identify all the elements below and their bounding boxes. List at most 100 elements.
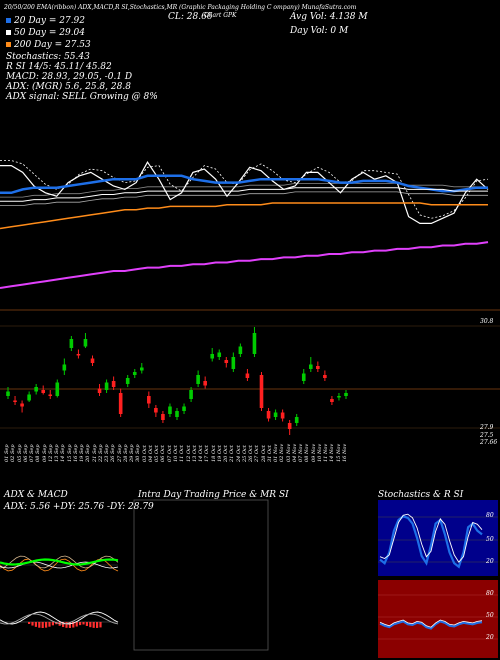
candle-body — [294, 417, 299, 423]
candle-body — [161, 414, 165, 420]
macd-histogram-bar — [85, 622, 88, 626]
rsi-tick-20: 20 — [486, 634, 494, 641]
candle-body — [90, 358, 95, 363]
ema200-line — [0, 202, 488, 230]
ylabel-mid: 27.9 — [480, 424, 494, 431]
macd-histogram-bar — [51, 622, 54, 626]
stochastics-d-line — [379, 513, 483, 563]
date-label: 28 Oct — [260, 445, 267, 462]
ema-ribbon-line-b — [0, 191, 488, 207]
candle-body — [139, 367, 144, 371]
date-label: 09 Nov — [310, 443, 317, 462]
stoch-rsi-title: Stochastics & R SI — [378, 490, 464, 500]
candle-body — [154, 408, 158, 413]
macd-histogram-bar — [34, 622, 37, 627]
date-label: 17 Oct — [204, 445, 211, 462]
candle-body — [48, 394, 53, 396]
date-label: 02 Nov — [279, 443, 286, 462]
date-label: 21 Sep — [91, 444, 98, 462]
ema200-label: 200 Day = 27.53 — [14, 40, 91, 50]
date-label: 03 Oct — [141, 445, 148, 462]
candle-body — [41, 390, 46, 393]
candle-body — [147, 396, 151, 404]
candle-body — [287, 423, 292, 429]
candle-body — [330, 399, 334, 402]
candle-body — [132, 372, 137, 375]
ema50-label: 50 Day = 29.04 — [14, 28, 86, 38]
date-label: 13 Oct — [191, 445, 198, 462]
macd-histogram-bar — [79, 622, 82, 626]
date-label: 18 Oct — [210, 445, 217, 462]
macd-histogram-bar — [48, 622, 51, 627]
date-label: 24 Oct — [235, 445, 242, 462]
price-line — [0, 161, 489, 224]
candle-body — [266, 411, 271, 419]
date-label: 25 Oct — [241, 445, 248, 462]
ylabel-low: 27.5 — [480, 432, 494, 439]
candle-body — [55, 382, 60, 396]
candle-body — [27, 394, 31, 401]
macd-histogram-bar — [28, 622, 31, 624]
macd-histogram-bar — [45, 622, 48, 628]
candle-body — [323, 375, 327, 378]
date-label: 15 Sep — [66, 444, 73, 462]
ema20-line — [0, 174, 488, 195]
candle-body — [210, 354, 215, 359]
candle-body — [217, 352, 222, 357]
macd-histogram-bar — [99, 622, 102, 628]
macd-histogram-bar — [62, 622, 65, 628]
candle-body — [196, 375, 200, 384]
candle-body — [301, 373, 306, 381]
close-price-label: CL: 28.66 — [168, 12, 213, 22]
macd-histogram-bar — [82, 622, 85, 625]
date-label: 31 Oct — [266, 445, 273, 462]
adx-label: ADX: (MGR) 5.6, 25.8, 28.8 — [6, 82, 131, 92]
intraday-panel-frame — [133, 499, 269, 651]
legend-ema20 — [6, 18, 11, 23]
candle-body — [34, 387, 38, 392]
candle-body — [104, 382, 109, 390]
macd-label: MACD: 28.93, 29.05, -0.1 D — [6, 72, 133, 82]
stochastics-k-line — [379, 515, 483, 569]
ylabel-top: 30.8 — [480, 318, 494, 325]
candle-body — [69, 339, 74, 348]
date-label: 20 Sep — [85, 444, 92, 462]
macd-histogram-bar — [65, 622, 68, 628]
date-label: 16 Sep — [72, 444, 79, 462]
macd-histogram-bar — [92, 622, 95, 628]
rsi-signal-line — [379, 619, 483, 628]
avg-volume-label: Avg Vol: 4.138 M — [290, 12, 368, 22]
macd-histogram-bar — [31, 622, 34, 626]
stochastics-panel — [378, 500, 498, 576]
candle-body — [83, 339, 88, 347]
date-label: 30 Sep — [135, 444, 142, 462]
adx-values: ADX: 5.56 +DY: 25.76 -DY: 28.79 — [4, 502, 154, 512]
candle-body — [203, 381, 207, 386]
candle-body — [168, 406, 172, 414]
candle-body — [182, 406, 186, 411]
candle-body — [344, 393, 348, 396]
date-label: 22 Sep — [97, 444, 104, 462]
candle-body — [224, 360, 229, 363]
candle-body — [20, 403, 24, 407]
stochastics-label: Stochastics: 55.43 — [6, 52, 90, 62]
candle-body — [189, 390, 193, 399]
date-label: 12 Sep — [47, 444, 54, 462]
date-label: 09 Sep — [41, 444, 48, 462]
candle-body — [118, 393, 123, 414]
candle-body — [252, 333, 257, 354]
day-volume-label: Day Vol: 0 M — [290, 26, 349, 36]
ticker-label: Chart GPK — [204, 12, 237, 19]
candle-body — [259, 375, 264, 408]
date-label: 06 Sep — [22, 444, 29, 462]
legend-ema200 — [6, 42, 11, 47]
candle-body — [245, 373, 250, 378]
date-label: 16 Nov — [342, 443, 348, 462]
macd-histogram-bar — [72, 622, 75, 628]
ylabel-close: 27.66 — [480, 439, 498, 446]
macd-histogram-bar — [38, 622, 41, 628]
macd-histogram-bar — [75, 622, 78, 627]
candle-body — [238, 346, 243, 354]
adx-signal-label: ADX signal: SELL Growing @ 8% — [6, 92, 158, 102]
date-label: 08 Nov — [304, 443, 311, 462]
